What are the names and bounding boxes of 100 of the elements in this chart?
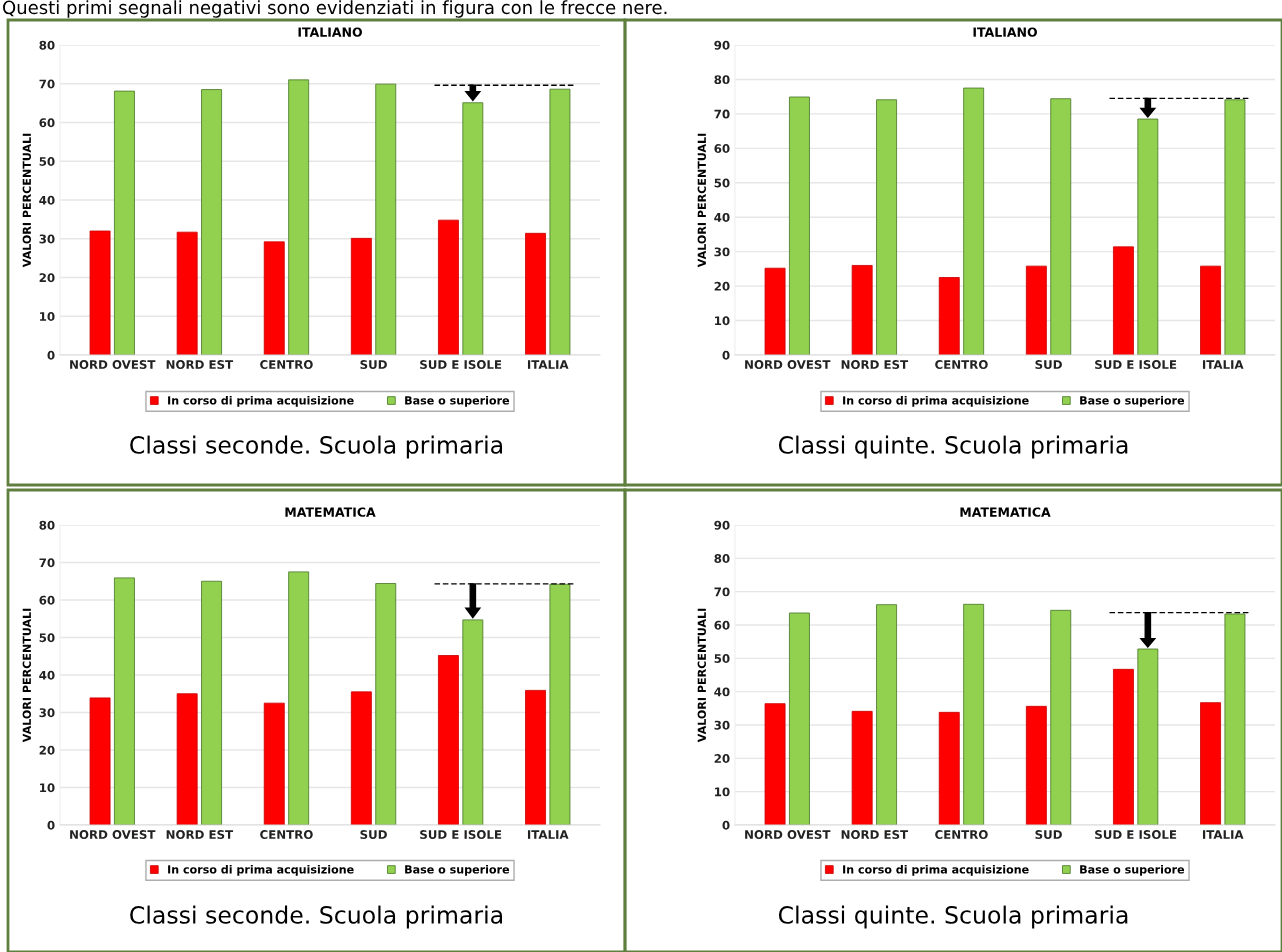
x-tick-label: SUD E ISOLE (1095, 830, 1177, 839)
bar (263, 241, 285, 355)
x-tick-label: CENTRO (260, 830, 313, 839)
bar (1113, 668, 1134, 825)
bar (114, 90, 135, 355)
bar (438, 219, 459, 355)
text: Classi quinte. Scuola primaria (778, 435, 1128, 459)
legend-label: Base o superiore (1080, 865, 1185, 876)
bar (350, 691, 372, 825)
y-tick-label: 50 (39, 156, 55, 166)
x-tick-label: NORD OVEST (70, 360, 156, 369)
chart-title: ITALIANO (973, 27, 1037, 37)
x-tick-label: CENTRO (935, 360, 988, 369)
bar (1200, 265, 1221, 355)
bar (525, 689, 546, 825)
bar (938, 711, 960, 825)
legend-label: In corso di prima acquisizione (843, 865, 1029, 876)
y-tick-label: 10 (40, 311, 55, 321)
bar (789, 612, 810, 825)
bar (89, 697, 111, 825)
y-axis-title: VALORI PERCENTUALI (697, 608, 706, 743)
legend-label: Base o superiore (405, 865, 510, 876)
x-tick-label: SUD (1035, 360, 1062, 369)
bar (876, 99, 897, 355)
x-tick-label: SUD (360, 360, 387, 369)
bar (375, 83, 397, 355)
bar (288, 571, 310, 825)
x-tick-label: NORD EST (841, 360, 909, 369)
bar (201, 580, 222, 825)
y-tick-label: 70 (714, 109, 730, 119)
bar (288, 79, 310, 355)
y-tick-label: 50 (714, 178, 730, 188)
x-tick-label: NORD EST (166, 360, 234, 369)
bar (876, 604, 897, 825)
y-tick-label: 80 (39, 520, 55, 530)
x-tick-label: SUD E ISOLE (1095, 360, 1177, 369)
y-tick-label: 30 (714, 720, 730, 730)
legend-label: Base o superiore (1080, 396, 1185, 407)
y-tick-label: 0 (722, 350, 730, 360)
x-tick-label: SUD (1035, 830, 1062, 839)
x-tick-label: ITALIA (527, 360, 569, 369)
y-tick-label: 20 (39, 273, 55, 283)
bar (375, 583, 397, 825)
bar (438, 655, 459, 825)
bar (1113, 246, 1134, 355)
y-tick-label: 80 (39, 40, 55, 50)
y-tick-label: 20 (714, 754, 730, 763)
y-tick-label: 60 (39, 118, 55, 128)
y-tick-label: 20 (39, 745, 55, 755)
y-tick-label: 90 (714, 40, 730, 50)
y-tick-label: 0 (47, 350, 55, 360)
bar (789, 96, 810, 355)
bar (1025, 265, 1047, 355)
y-tick-label: 0 (47, 820, 55, 830)
chart-title: ITALIANO (298, 27, 362, 37)
legend-label: In corso di prima acquisizione (843, 396, 1029, 407)
x-tick-label: SUD E ISOLE (420, 830, 502, 839)
x-tick-label: ITALIA (1202, 830, 1244, 839)
y-tick-label: 10 (40, 783, 55, 793)
bar (764, 267, 786, 355)
y-tick-label: 20 (714, 281, 730, 291)
x-tick-label: SUD E ISOLE (420, 360, 502, 369)
bar (114, 577, 135, 825)
y-axis-title: VALORI PERCENTUALI (697, 133, 706, 268)
text: Questi primi segnali negativi sono evidenziati in figura con le frecce nere. (3, 0, 667, 18)
bar (350, 237, 372, 355)
y-tick-label: 30 (39, 234, 55, 244)
y-tick-label: 10 (715, 787, 730, 797)
y-tick-label: 80 (714, 554, 730, 563)
bar (176, 231, 198, 355)
bar (938, 277, 960, 355)
bar (525, 232, 546, 355)
bar (851, 710, 873, 825)
y-tick-label: 10 (715, 316, 730, 326)
y-tick-label: 50 (39, 633, 55, 643)
bar (963, 87, 985, 355)
x-tick-label: NORD EST (841, 830, 909, 839)
y-tick-label: 50 (714, 654, 730, 663)
x-tick-label: NORD OVEST (745, 360, 831, 369)
bar (1050, 609, 1072, 825)
x-tick-label: CENTRO (260, 360, 313, 369)
chart-title: MATEMATICA (960, 507, 1051, 517)
y-tick-label: 40 (39, 670, 55, 680)
y-tick-label: 60 (39, 595, 55, 605)
y-tick-label: 60 (714, 144, 730, 153)
x-tick-label: NORD OVEST (70, 830, 156, 839)
y-tick-label: 40 (714, 687, 730, 697)
bar (851, 265, 873, 355)
bar (1224, 99, 1246, 355)
y-tick-label: 80 (714, 75, 730, 85)
x-tick-label: NORD EST (166, 830, 234, 839)
bar (1200, 702, 1221, 825)
x-tick-label: CENTRO (935, 830, 988, 839)
legend-label: In corso di prima acquisizione (168, 865, 354, 876)
x-tick-label: ITALIA (1202, 360, 1244, 369)
text: Classi quinte. Scuola primaria (778, 905, 1128, 929)
bar (176, 693, 198, 825)
bar (764, 703, 786, 825)
chart-title: MATEMATICA (285, 507, 376, 517)
bar (549, 583, 571, 825)
